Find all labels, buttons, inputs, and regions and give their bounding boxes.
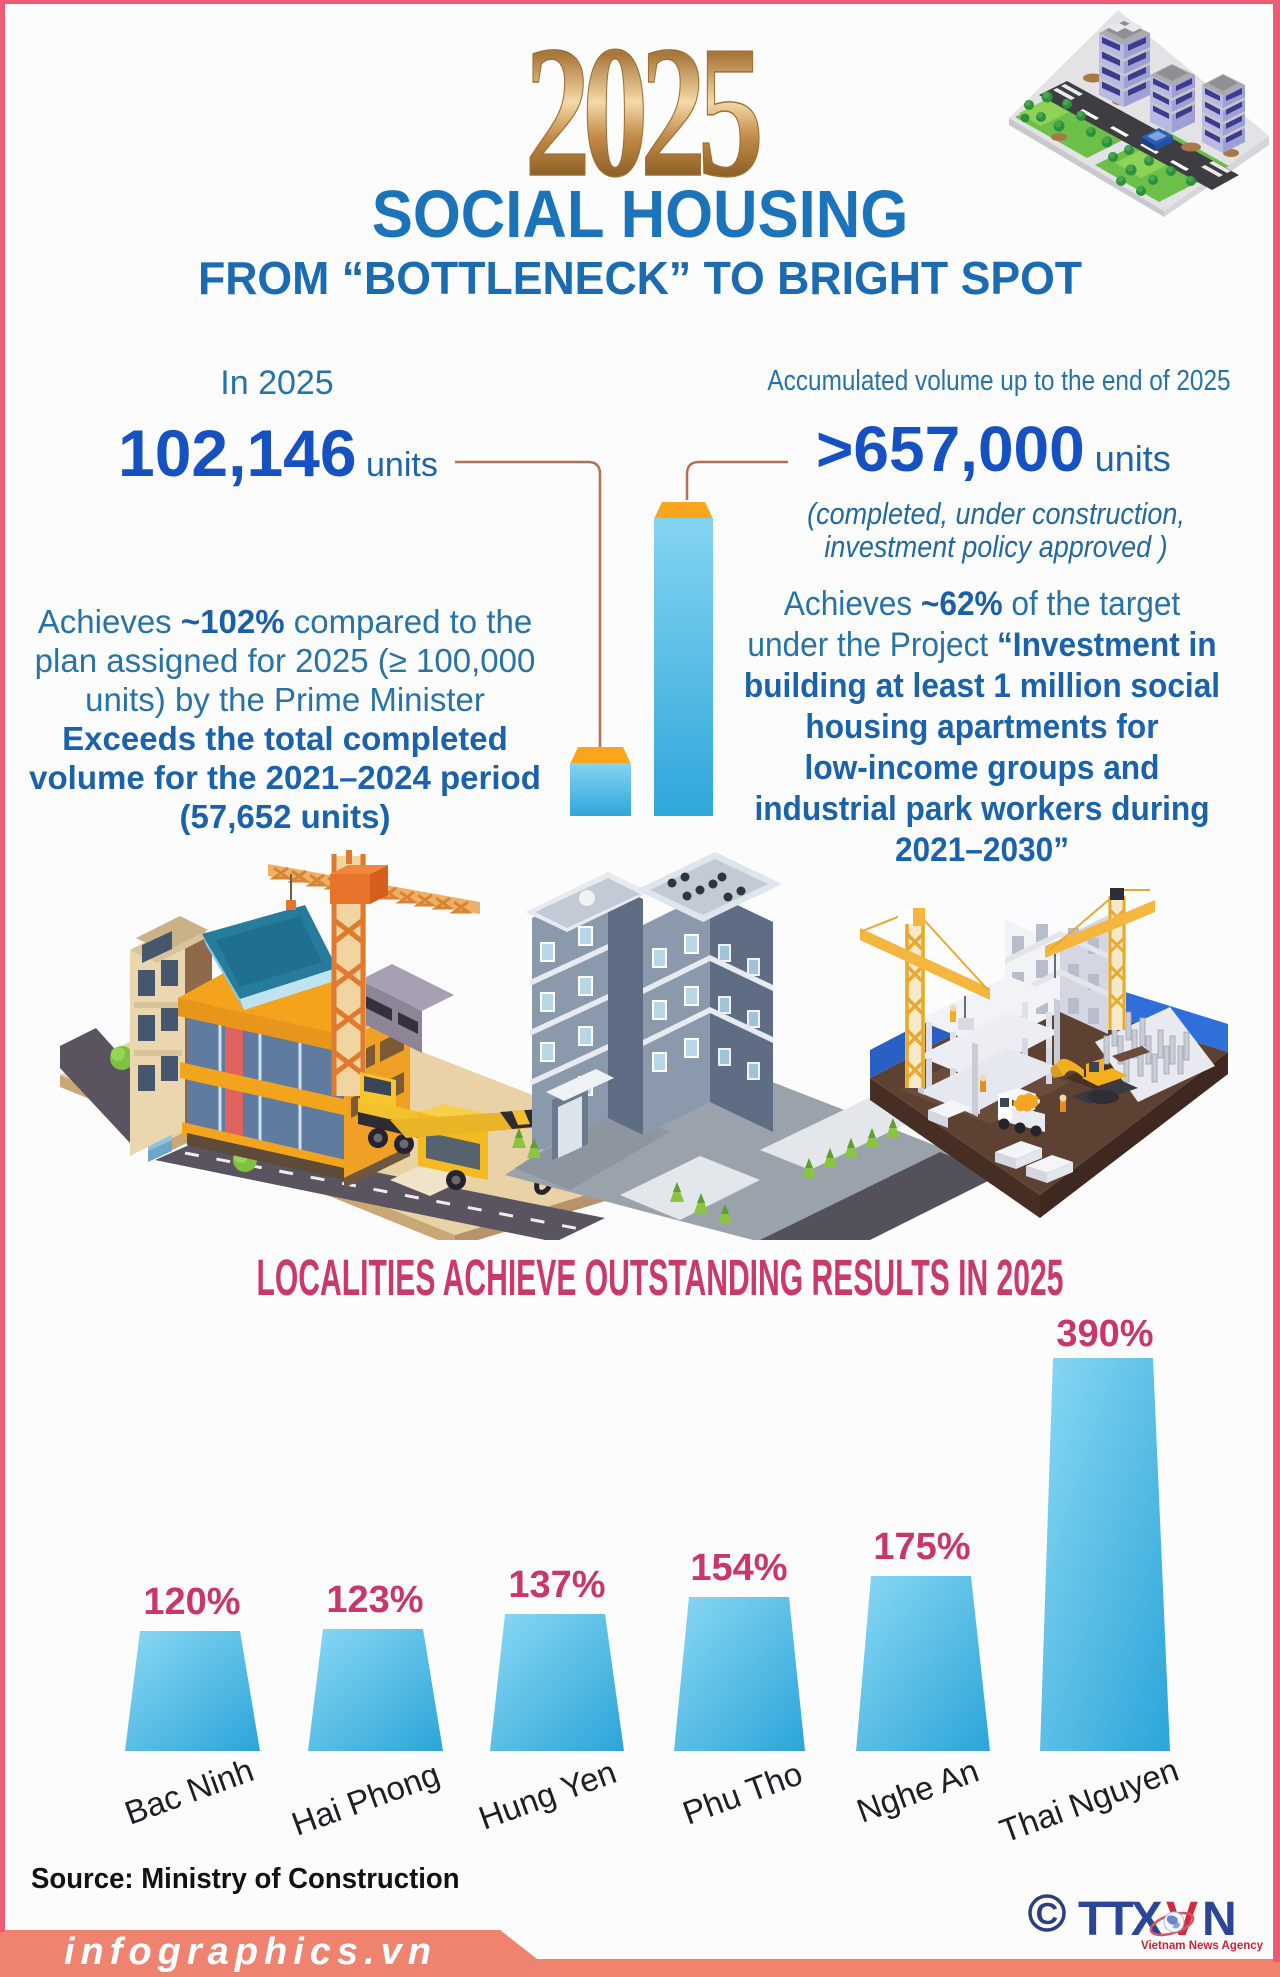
svg-text:Thai Nguyen: Thai Nguyen bbox=[995, 1751, 1183, 1850]
svg-text:Hai Phong: Hai Phong bbox=[287, 1755, 444, 1842]
svg-text:C: C bbox=[1036, 1896, 1058, 1931]
svg-text:Hung Yen: Hung Yen bbox=[474, 1753, 621, 1837]
svg-text:Vietnam News Agency: Vietnam News Agency bbox=[1141, 1940, 1264, 1952]
svg-text:N: N bbox=[1202, 1893, 1234, 1946]
svg-text:Phu Tho: Phu Tho bbox=[678, 1754, 807, 1831]
svg-text:Bac Ninh: Bac Ninh bbox=[120, 1751, 258, 1832]
svg-text:Nghe An: Nghe An bbox=[852, 1752, 984, 1830]
svg-text:TTX: TTX bbox=[1078, 1893, 1163, 1946]
